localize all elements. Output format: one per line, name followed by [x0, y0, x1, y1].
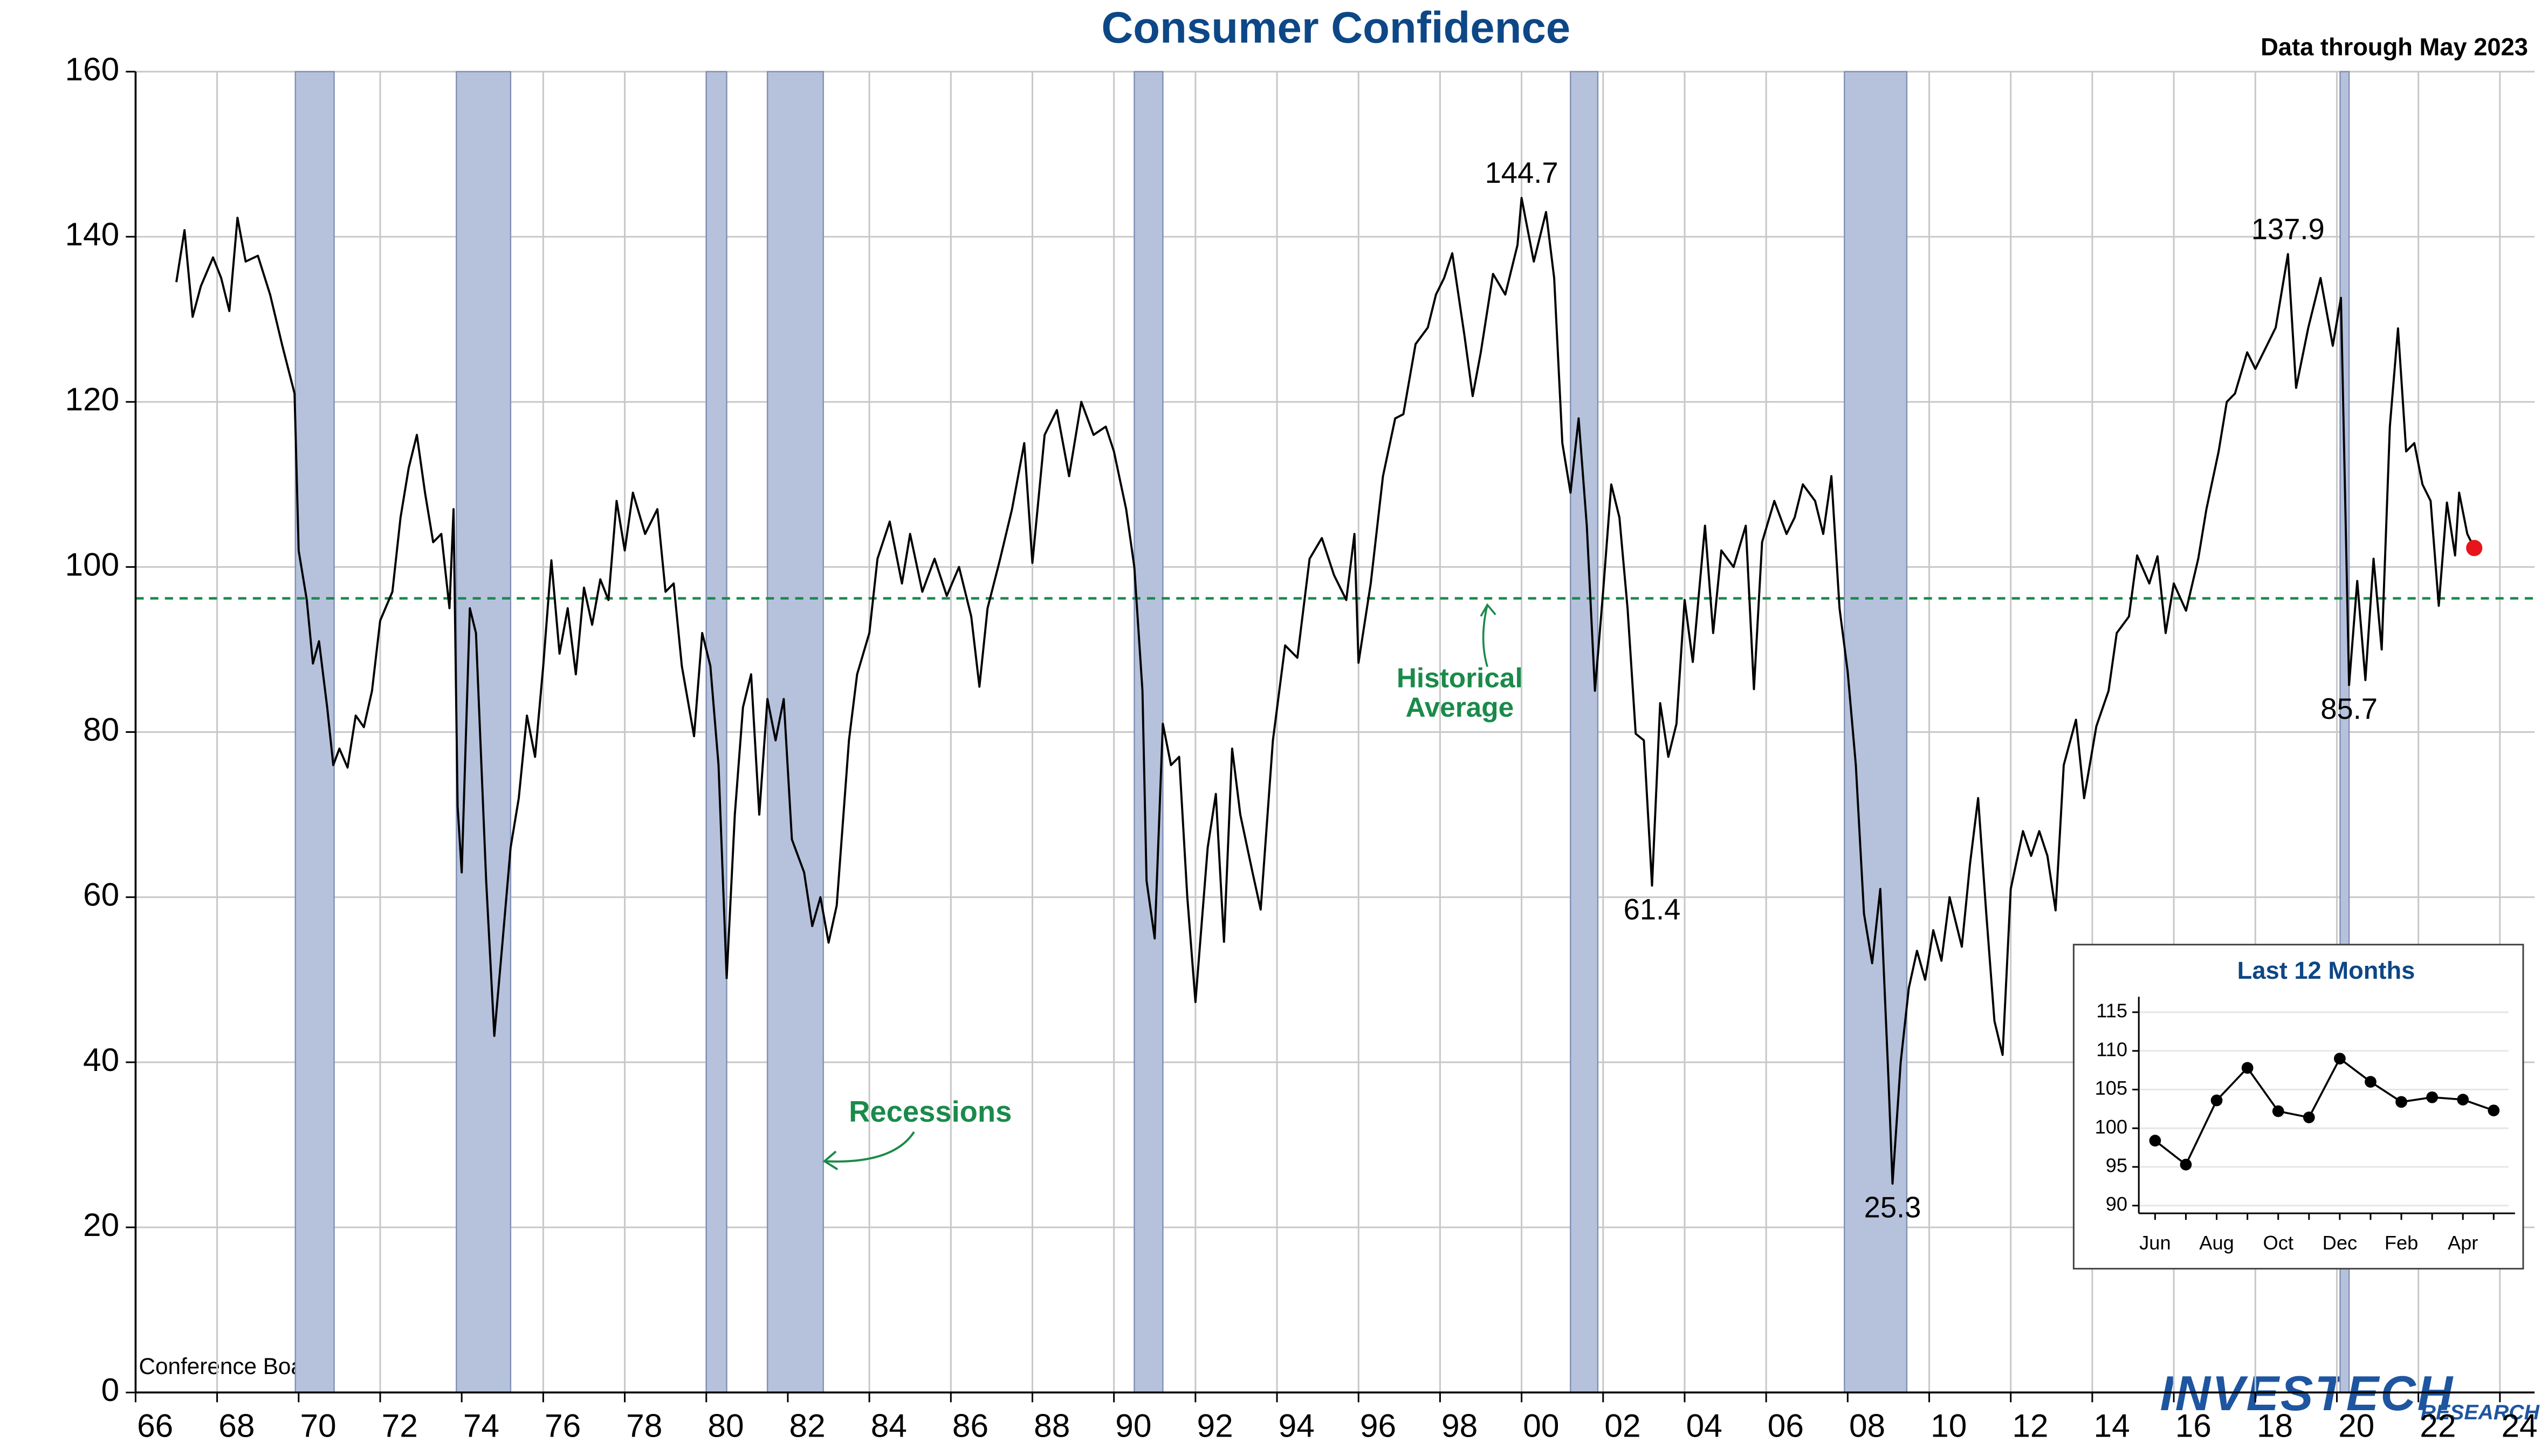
inset-point — [2395, 1096, 2407, 1108]
recession-arrow — [822, 1131, 915, 1171]
x-tick-label: 84 — [871, 1407, 907, 1444]
y-tick-label: 140 — [65, 216, 119, 252]
inset-y-tick-label: 100 — [2095, 1116, 2127, 1138]
logo-name: InvesTech — [2160, 1366, 2454, 1421]
inset-x-tick-label: Jun — [2139, 1232, 2171, 1254]
x-tick-label: 16 — [2175, 1407, 2212, 1444]
x-tick-label: 18 — [2257, 1407, 2293, 1444]
inset-point — [2303, 1111, 2315, 1123]
recession-band — [1570, 71, 1599, 1393]
y-tick-label: 20 — [83, 1206, 119, 1243]
inset-y-tick-label: 105 — [2095, 1077, 2127, 1099]
recession-band — [456, 71, 512, 1393]
x-tick-label: 78 — [626, 1407, 662, 1444]
y-tick-label: 100 — [65, 546, 119, 582]
inset-x-tick-label: Apr — [2448, 1232, 2478, 1254]
inset-x-tick-label: Feb — [2385, 1232, 2418, 1254]
series-line — [175, 197, 2475, 1185]
y-tick-label: 60 — [83, 876, 119, 913]
inset-title: Last 12 Months — [2237, 957, 2415, 984]
recession-band — [1134, 71, 1164, 1393]
point-label: 25.3 — [1864, 1191, 1921, 1224]
y-tick-label: 160 — [65, 51, 119, 87]
inset-point — [2272, 1105, 2284, 1117]
x-tick-label: 20 — [2338, 1407, 2374, 1444]
x-tick-label: 10 — [1931, 1407, 1967, 1444]
inset-point — [2180, 1158, 2192, 1171]
inset-point — [2241, 1062, 2254, 1074]
x-tick-label: 92 — [1197, 1407, 1233, 1444]
x-tick-label: 86 — [952, 1407, 988, 1444]
logo-tag: Research — [2421, 1400, 2540, 1424]
point-label: 137.9 — [2251, 212, 2325, 245]
x-tick-label: 06 — [1768, 1407, 1804, 1444]
inset-frame — [2072, 944, 2524, 1270]
x-tick-label: 82 — [789, 1407, 826, 1444]
x-tick-label: 66 — [137, 1407, 173, 1444]
y-tick-label: 40 — [83, 1041, 119, 1078]
x-tick-label: 02 — [1604, 1407, 1640, 1444]
inset-x-tick-label: Oct — [2263, 1232, 2293, 1254]
x-tick-label: 88 — [1034, 1407, 1070, 1444]
x-tick-label: 22 — [2420, 1407, 2456, 1444]
x-tick-label: 04 — [1686, 1407, 1722, 1444]
average-arrow — [1480, 603, 1496, 667]
recession-band — [1844, 71, 1908, 1393]
inset-point — [2334, 1053, 2346, 1064]
inset-x-tick-label: Dec — [2323, 1232, 2357, 1254]
x-tick-label: 80 — [708, 1407, 744, 1444]
x-tick-label: 94 — [1279, 1407, 1315, 1444]
inset-y-tick-label: 115 — [2096, 1000, 2127, 1022]
subtitle: Data through May 2023 — [2261, 33, 2528, 61]
x-tick-label: 98 — [1441, 1407, 1478, 1444]
y-tick-label: 80 — [83, 711, 119, 748]
source: Conference Board — [139, 1354, 324, 1379]
x-tick-label: 96 — [1360, 1407, 1396, 1444]
inset-y-tick-label: 90 — [2106, 1193, 2127, 1215]
inset-point — [2457, 1094, 2469, 1105]
point-label: 85.7 — [2320, 692, 2378, 725]
x-tick-label: 72 — [382, 1407, 418, 1444]
point-label: 144.7 — [1485, 156, 1558, 189]
x-tick-label: 08 — [1849, 1407, 1885, 1444]
logo: InvesTech Research — [2160, 1366, 2540, 1424]
x-tick-label: 76 — [545, 1407, 581, 1444]
recession-label: Recessions — [849, 1095, 1012, 1128]
x-tick-label: 68 — [218, 1407, 255, 1444]
y-tick-label: 0 — [101, 1371, 120, 1408]
inset-point — [2210, 1094, 2223, 1107]
y-tick-label: 120 — [65, 381, 119, 417]
inset-x-tick-label: Aug — [2199, 1232, 2234, 1254]
point-label: 61.4 — [1624, 893, 1681, 926]
x-tick-label: 74 — [463, 1407, 499, 1444]
inset-y-tick-label: 95 — [2106, 1155, 2127, 1177]
average-label: Historical Average — [1397, 662, 1523, 722]
recession-band — [766, 71, 824, 1393]
chart-title: Consumer Confidence — [1101, 3, 1570, 52]
recession-band — [294, 71, 335, 1393]
x-tick-label: 90 — [1115, 1407, 1151, 1444]
inset-y-tick-label: 110 — [2096, 1038, 2127, 1060]
x-tick-label: 00 — [1523, 1407, 1559, 1444]
last-point — [2466, 540, 2483, 557]
inset-point — [2365, 1076, 2377, 1088]
x-tick-label: 14 — [2094, 1407, 2130, 1444]
inset-point — [2426, 1091, 2438, 1103]
inset-point — [2149, 1135, 2161, 1147]
x-tick-label: 70 — [300, 1407, 336, 1444]
x-tick-label: 12 — [2012, 1407, 2048, 1444]
inset-point — [2488, 1104, 2500, 1117]
x-tick-label: 24 — [2501, 1407, 2537, 1444]
